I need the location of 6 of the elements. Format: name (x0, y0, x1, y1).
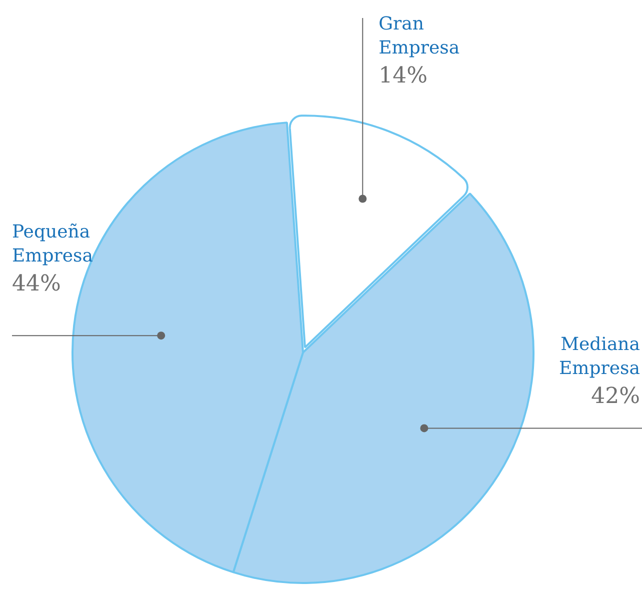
data-label: 42% (591, 384, 640, 409)
slice-label: Gran Empresa (378, 14, 460, 59)
slice-label: Pequeña Empresa (12, 221, 94, 266)
data-label: 14% (378, 64, 428, 89)
data-label: 44% (12, 271, 61, 296)
slice-label: Mediana Empresa (559, 334, 640, 379)
